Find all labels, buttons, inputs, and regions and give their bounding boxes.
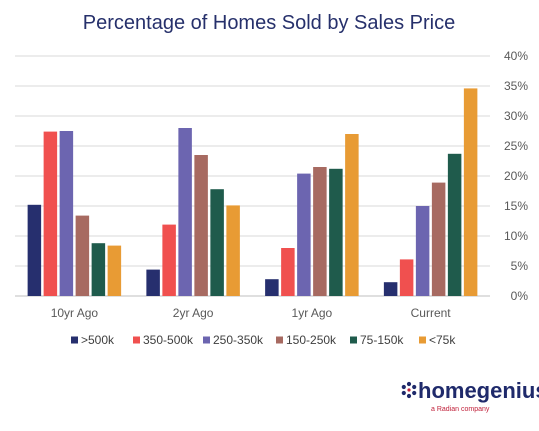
bar <box>91 243 106 296</box>
legend-label: <75k <box>429 333 456 347</box>
legend-swatch <box>276 336 283 344</box>
bar <box>345 134 359 296</box>
legend-swatch <box>71 336 78 344</box>
brand-logo: homegenius a Radian company <box>401 378 539 413</box>
bar <box>162 224 176 296</box>
x-tick-label: 1yr Ago <box>292 306 333 320</box>
y-tick-label: 15% <box>504 199 528 213</box>
bar <box>431 182 446 296</box>
bar <box>415 206 430 296</box>
bar <box>463 88 478 297</box>
legend-label: >500k <box>81 333 115 347</box>
legend-label: 350-500k <box>143 333 194 347</box>
y-tick-label: 20% <box>504 169 528 183</box>
bar <box>178 128 192 296</box>
bar <box>297 173 311 296</box>
y-tick-label: 35% <box>504 79 528 93</box>
bar <box>226 205 240 296</box>
y-axis-ticks: 0% 5% 10% 15% 20% 25% 30% 35% 40% <box>504 49 528 303</box>
bars <box>27 88 478 297</box>
y-tick-label: 5% <box>511 259 529 273</box>
bar <box>447 153 462 296</box>
bar <box>27 204 42 296</box>
bar <box>313 167 327 296</box>
y-tick-label: 40% <box>504 49 528 63</box>
y-tick-label: 25% <box>504 139 528 153</box>
bar <box>75 215 90 296</box>
x-tick-label: 2yr Ago <box>173 306 214 320</box>
bar <box>329 168 343 296</box>
bar <box>281 248 295 296</box>
legend-swatch <box>419 336 426 344</box>
y-tick-label: 0% <box>511 289 529 303</box>
chart-title: Percentage of Homes Sold by Sales Price <box>83 12 455 34</box>
bar <box>210 189 224 296</box>
brand-mark-icon <box>401 381 417 399</box>
legend-swatch <box>203 336 210 344</box>
x-tick-label: Current <box>411 306 452 320</box>
y-tick-label: 10% <box>504 229 528 243</box>
legend: >500k 350-500k 250-350k 150-250k 75-150k <75k <box>71 333 456 347</box>
bar <box>146 269 160 296</box>
brand-tagline: a Radian company <box>431 406 490 413</box>
bar <box>43 131 58 296</box>
legend-label: 75-150k <box>360 333 404 347</box>
legend-swatch <box>133 336 140 344</box>
bar <box>194 155 208 296</box>
bar <box>383 282 398 296</box>
legend-label: 150-250k <box>286 333 337 347</box>
legend-swatch <box>350 336 357 344</box>
bar <box>265 279 279 296</box>
bar <box>107 245 122 296</box>
bar <box>399 259 414 296</box>
bar <box>59 131 74 296</box>
legend-label: 250-350k <box>213 333 264 347</box>
brand-name: homegenius <box>418 378 539 403</box>
y-tick-label: 30% <box>504 109 528 123</box>
x-axis-ticks: 10yr Ago 2yr Ago 1yr Ago Current <box>51 306 452 320</box>
x-tick-label: 10yr Ago <box>51 306 99 320</box>
